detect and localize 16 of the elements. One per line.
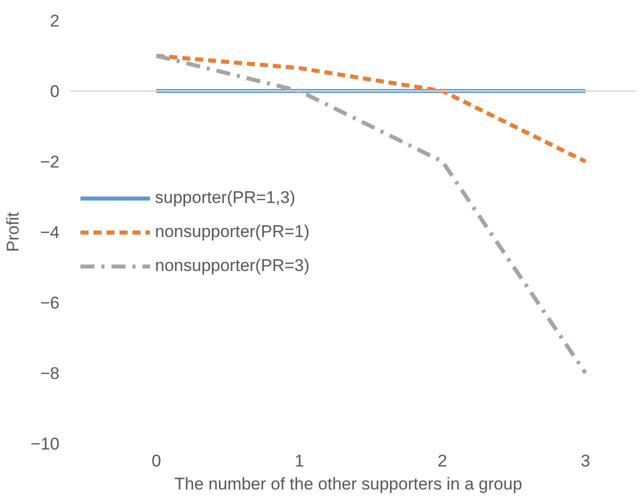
y-tick-label: 0 (50, 82, 60, 101)
y-tick-label: −10 (30, 434, 60, 454)
legend-label: supporter(PR=1,3) (155, 188, 296, 208)
y-axis-title: Profit (4, 212, 23, 252)
legend-label: nonsupporter(PR=1) (155, 222, 310, 242)
y-tick-label: −4 (40, 223, 60, 242)
y-tick-label: −6 (40, 294, 60, 312)
x-tick-label: 1 (294, 452, 304, 470)
x-tick-label: 3 (580, 452, 590, 470)
x-tick-label: 2 (438, 452, 448, 470)
x-tick-label: 0 (152, 452, 162, 470)
y-tick-label: 2 (50, 12, 60, 30)
x-axis-title: The number of the other supporters in a group (174, 474, 522, 494)
y-tick-label: −2 (40, 152, 60, 172)
legend-label: nonsupporter(PR=3) (155, 256, 310, 276)
y-tick-label: −8 (40, 364, 60, 383)
